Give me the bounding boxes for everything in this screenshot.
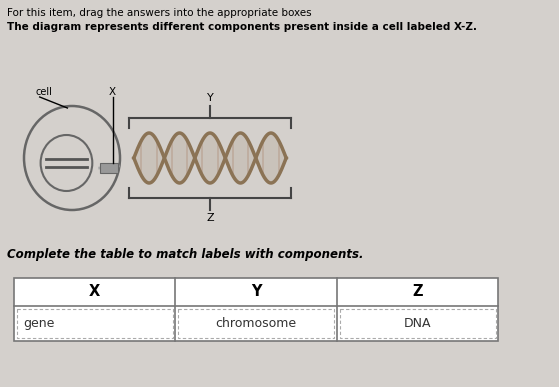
Text: Complete the table to match labels with components.: Complete the table to match labels with …: [7, 248, 364, 261]
Bar: [340, 309, 496, 338]
Text: Y: Y: [251, 284, 262, 300]
Text: X: X: [89, 284, 100, 300]
Text: chromosome: chromosome: [216, 317, 297, 330]
Text: X: X: [109, 87, 116, 97]
Text: gene: gene: [23, 317, 54, 330]
Bar: [100, 163, 118, 173]
Text: The diagram represents different components present inside a cell labeled X-Z.: The diagram represents different compone…: [7, 22, 477, 32]
Text: cell: cell: [35, 87, 52, 97]
Bar: [178, 309, 334, 338]
Text: Z: Z: [206, 213, 214, 223]
Text: Y: Y: [207, 93, 214, 103]
Text: Z: Z: [413, 284, 423, 300]
Bar: [14, 278, 499, 306]
Text: For this item, drag the answers into the appropriate boxes: For this item, drag the answers into the…: [7, 8, 312, 18]
Bar: [17, 309, 173, 338]
Text: DNA: DNA: [404, 317, 432, 330]
Bar: [14, 278, 499, 341]
